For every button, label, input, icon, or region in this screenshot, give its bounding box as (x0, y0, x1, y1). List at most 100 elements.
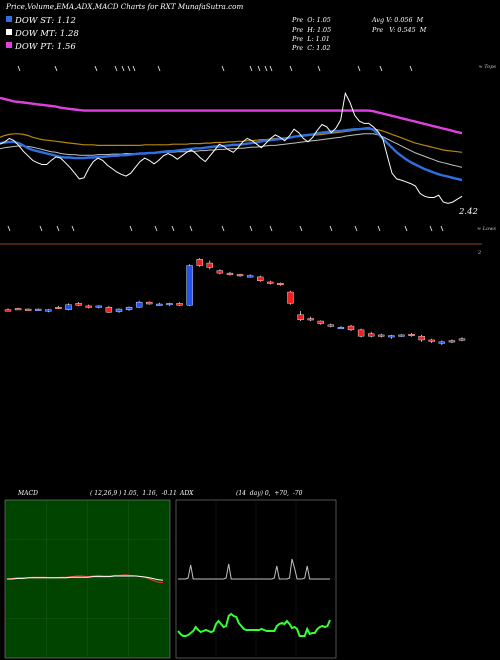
candle-body (246, 275, 254, 278)
candle-body (317, 320, 324, 324)
candle (357, 328, 365, 338)
candle-body (337, 327, 345, 330)
candle-body (216, 270, 224, 274)
adx-label: ADX (179, 490, 194, 497)
avg-volume: Avg V: 0.056 M (371, 16, 424, 24)
candle (4, 308, 12, 312)
top-marker-12 (269, 65, 273, 72)
candle (14, 307, 22, 311)
macd-params: ( 12,26,9 ) 1.05, 1.16, -0.11 (90, 490, 177, 497)
candle (135, 300, 143, 308)
bottom-marker-3 (71, 225, 75, 232)
top-marker-3 (114, 65, 118, 72)
candle-body (327, 324, 335, 327)
candle-body (14, 308, 22, 311)
adx-lines (177, 558, 331, 637)
bottom-marker-13 (354, 225, 358, 232)
macd-panel: MACD ( 12,26,9 ) 1.05, 1.16, -0.11 (4, 490, 177, 659)
top-marker-2 (94, 65, 98, 72)
candle-body (458, 338, 466, 341)
candle (35, 308, 42, 311)
candle-body (347, 325, 355, 331)
candle (418, 334, 425, 342)
bottom-marker-8 (221, 225, 225, 232)
candle (246, 274, 254, 278)
candle (337, 326, 345, 330)
ema-lines (0, 91, 463, 204)
top-marker-14 (317, 65, 321, 72)
candle-body (105, 306, 113, 313)
candle-body (378, 334, 385, 337)
bottom-marker-2 (56, 225, 60, 232)
candle-body (156, 303, 163, 306)
candle (176, 302, 183, 306)
bottom-marker-4 (129, 225, 133, 232)
candle-body (35, 308, 42, 311)
candle (438, 340, 446, 345)
bottom-marker-1 (39, 225, 43, 232)
candle-body (75, 303, 82, 306)
candle (105, 305, 113, 313)
dow-st-swatch (6, 16, 12, 22)
prev-high: Pre H: 1.05 (291, 26, 331, 34)
dow-legend: DOW ST: 1.12 DOW MT: 1.28 DOW PT: 1.56 (6, 16, 79, 52)
candle-body (357, 329, 365, 337)
top-marker-7 (157, 65, 161, 72)
bottom-marker-5 (154, 225, 158, 232)
top-marker-17 (409, 65, 413, 72)
top-marker-11 (264, 65, 268, 72)
volume-scale-label: 2 (477, 250, 481, 256)
last-price-label: 2.42 (458, 207, 478, 217)
top-marker-9 (249, 65, 253, 72)
macd-label: MACD (17, 490, 38, 497)
top-marker-5 (127, 65, 131, 72)
dow-mt-label: DOW MT: 1.28 (14, 29, 79, 39)
candle-body (287, 291, 294, 304)
candle (428, 338, 435, 344)
candle (196, 258, 203, 267)
candle (408, 333, 415, 337)
candle (368, 331, 375, 338)
candlestick-series (4, 258, 466, 345)
candle (206, 260, 213, 270)
prev-close: Pre C: 1.02 (291, 44, 331, 52)
candle (115, 308, 123, 313)
candle-body (388, 335, 395, 338)
candle (458, 337, 466, 342)
candle-body (206, 262, 213, 268)
bottom-marker-12 (329, 225, 333, 232)
candle (388, 334, 395, 339)
bottom-marker-17 (440, 225, 444, 232)
candle (156, 302, 163, 306)
prev-open: Pre O: 1.05 (291, 16, 331, 24)
ema-line-1 (0, 128, 463, 153)
bottom-marker-10 (269, 225, 273, 232)
bottom-markers (7, 225, 444, 232)
candle (65, 303, 72, 311)
candle (216, 269, 224, 275)
candle-body (176, 303, 183, 306)
prev-volume: Pre V: 0.545 M (371, 26, 427, 34)
candle (267, 280, 274, 285)
candle (317, 320, 324, 325)
candle-body (186, 265, 193, 306)
prev-values: Pre O: 1.05 Pre H: 1.05 Pre L: 1.01 Pre … (291, 16, 331, 52)
candle-body (45, 309, 52, 312)
bottom-marker-11 (299, 225, 303, 232)
candle-body (4, 309, 12, 312)
candle-body (226, 272, 234, 275)
ema-line-4 (0, 91, 463, 204)
top-marker-8 (221, 65, 225, 72)
ema-line-2 (0, 133, 463, 168)
candle-body (368, 333, 375, 337)
dow-pt-label: DOW PT: 1.56 (14, 42, 76, 52)
candle (55, 305, 62, 310)
candle (166, 302, 173, 306)
dow-pt-swatch (6, 42, 12, 48)
candle-body (418, 335, 425, 341)
top-marker-16 (379, 65, 383, 72)
top-marker-15 (357, 65, 361, 72)
candle-body (267, 281, 274, 284)
lows-label: ≈ Lows (477, 226, 496, 232)
